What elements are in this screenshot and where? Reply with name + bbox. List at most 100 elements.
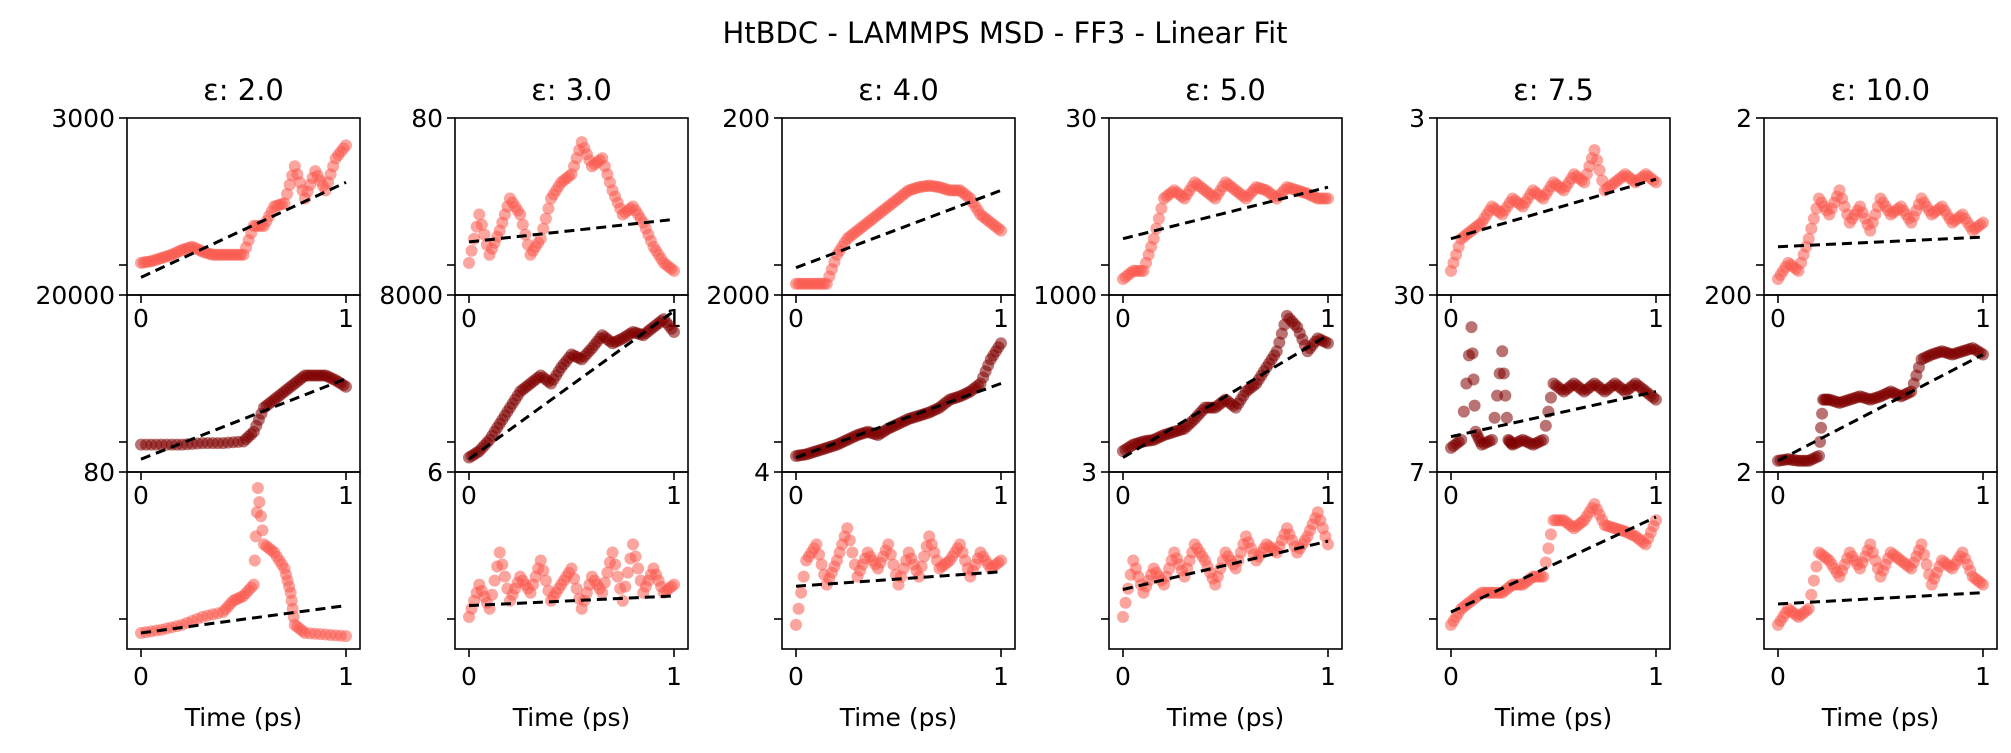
data-point — [1813, 449, 1825, 462]
axes-frame — [454, 117, 689, 296]
data-point — [1467, 373, 1480, 386]
data-point — [915, 560, 928, 573]
data-point — [534, 554, 547, 567]
data-point — [542, 202, 555, 215]
data-point — [1322, 192, 1334, 205]
data-point — [619, 580, 632, 593]
data-point — [913, 570, 925, 583]
data-point — [627, 538, 639, 551]
data-point — [918, 550, 931, 563]
data-point — [995, 337, 1007, 350]
data-point — [1117, 610, 1129, 623]
x-tick-label: 0 — [461, 662, 477, 691]
x-tick-label: 0 — [1443, 304, 1459, 333]
data-point — [496, 558, 509, 571]
data-point — [1807, 574, 1820, 587]
x-tick-label: 0 — [1115, 662, 1131, 691]
data-point — [882, 538, 895, 551]
x-tick-label: 0 — [788, 662, 804, 691]
x-tick-label: 0 — [1770, 304, 1786, 333]
axes-frame — [1763, 294, 1998, 473]
fit-line — [1450, 515, 1657, 614]
x-tick-label: 1 — [338, 304, 354, 333]
data-point — [596, 586, 609, 599]
x-tick-label: 0 — [1443, 481, 1459, 510]
axes-frame — [1763, 471, 1998, 650]
fit-line — [795, 382, 1002, 459]
data-point — [1537, 433, 1550, 446]
data-point — [1499, 389, 1512, 402]
data-point — [995, 554, 1007, 567]
data-point — [465, 244, 478, 257]
subplot-title: ε: 3.0 — [531, 73, 612, 107]
fit-line — [468, 594, 675, 608]
data-point — [475, 218, 488, 231]
x-tick-label: 0 — [788, 481, 804, 510]
data-point — [248, 554, 261, 567]
data-point — [1497, 367, 1510, 380]
data-point — [668, 325, 680, 338]
data-point — [1920, 558, 1933, 571]
data-point — [478, 228, 491, 241]
data-point — [1466, 347, 1479, 360]
data-point — [1588, 144, 1601, 157]
y-tick-label: 200 — [1704, 281, 1752, 310]
data-point — [570, 582, 583, 595]
x-tick-label: 1 — [1320, 304, 1336, 333]
data-point — [1496, 345, 1509, 358]
subplot-title: ε: 10.0 — [1831, 73, 1930, 107]
data-point — [815, 558, 828, 571]
fit-line — [1122, 539, 1329, 591]
data-point — [792, 602, 805, 615]
data-point — [253, 496, 266, 509]
x-axis-label: Time (ps) — [512, 703, 631, 732]
y-tick-label: 80 — [411, 104, 443, 133]
data-point — [247, 578, 260, 591]
data-point — [1977, 216, 1989, 229]
data-point — [1539, 556, 1552, 569]
x-tick-label: 1 — [993, 662, 1009, 691]
data-point — [340, 139, 352, 152]
data-point — [1591, 154, 1604, 167]
axes-frame — [1436, 471, 1671, 650]
x-tick-label: 0 — [461, 304, 477, 333]
y-tick-label: 8000 — [379, 281, 443, 310]
data-point — [1155, 202, 1168, 215]
data-point — [995, 224, 1007, 237]
y-tick-label: 6 — [427, 458, 443, 487]
y-tick-label: 2000 — [706, 281, 770, 310]
data-point — [1802, 602, 1815, 615]
data-point — [340, 630, 352, 643]
axes-frame — [1108, 471, 1343, 650]
data-point — [1150, 222, 1163, 235]
data-point — [606, 546, 619, 559]
data-point — [884, 548, 897, 561]
x-tick-label: 0 — [461, 481, 477, 510]
x-tick-label: 0 — [788, 304, 804, 333]
data-point — [493, 546, 506, 559]
data-point — [539, 574, 552, 587]
data-point — [278, 197, 291, 210]
y-tick-label: 30 — [1393, 281, 1425, 310]
data-point — [251, 482, 264, 495]
data-point — [1802, 232, 1815, 245]
data-point — [1539, 419, 1552, 432]
y-tick-label: 2 — [1736, 458, 1752, 487]
data-point — [790, 618, 802, 631]
data-point — [473, 208, 486, 221]
y-tick-label: 3 — [1409, 104, 1425, 133]
data-point — [1465, 321, 1478, 334]
data-point — [1491, 389, 1504, 402]
data-point — [565, 562, 578, 575]
x-tick-label: 1 — [1975, 662, 1991, 691]
data-point — [616, 594, 629, 607]
data-point — [537, 222, 550, 235]
fit-line — [1777, 591, 1984, 606]
x-tick-label: 1 — [338, 662, 354, 691]
fit-line — [1777, 235, 1984, 249]
data-point — [1537, 570, 1550, 583]
data-point — [537, 564, 550, 577]
data-point — [1915, 538, 1928, 551]
